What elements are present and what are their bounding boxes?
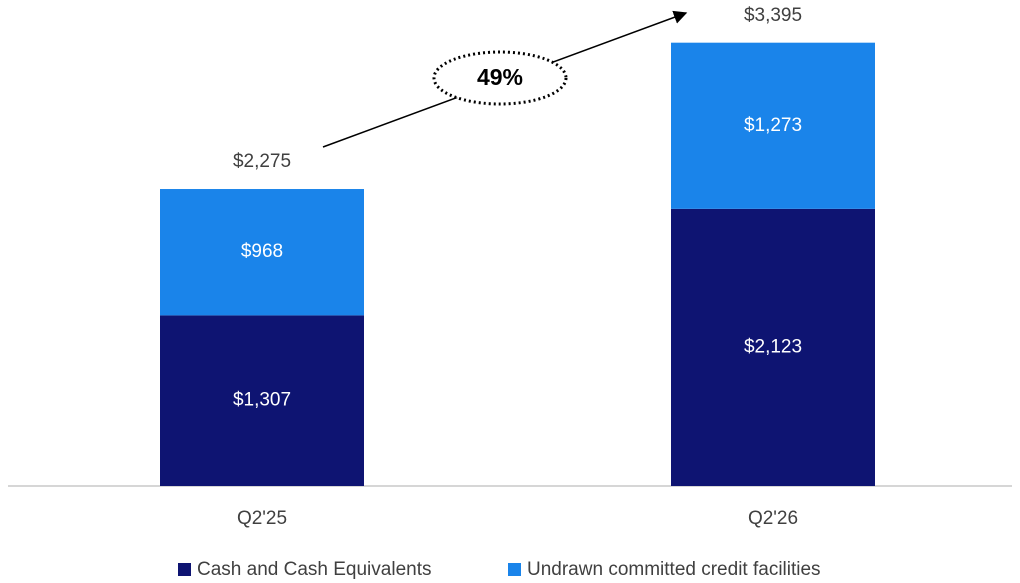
- x-tick-label: Q2'25: [237, 508, 287, 529]
- total-label: $2,275: [233, 151, 291, 172]
- value-label: $1,273: [744, 115, 802, 136]
- bar: [671, 208, 875, 486]
- legend-swatch: [508, 563, 521, 576]
- annotation-bubble: [432, 50, 568, 106]
- bar: [671, 42, 875, 209]
- annotation: 49%: [477, 64, 523, 90]
- legend-swatch: [178, 563, 191, 576]
- bar: [160, 189, 364, 316]
- total-label: $3,395: [744, 5, 802, 26]
- legend-label: Undrawn committed credit facilities: [527, 559, 821, 580]
- legend-label: Cash and Cash Equivalents: [197, 559, 431, 580]
- value-label: $2,123: [744, 336, 802, 357]
- x-tick-label: Q2'26: [748, 508, 798, 529]
- value-label: $1,307: [233, 390, 291, 411]
- bar: [160, 315, 364, 486]
- value-label: $968: [241, 241, 283, 262]
